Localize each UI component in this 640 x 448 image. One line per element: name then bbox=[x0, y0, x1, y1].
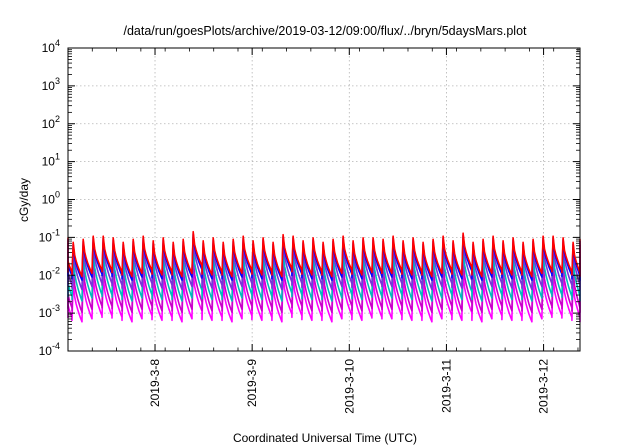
y-tick-label: 100 bbox=[42, 190, 60, 207]
x-axis-label: Coordinated Universal Time (UTC) bbox=[233, 431, 417, 445]
series-layer bbox=[67, 230, 581, 323]
x-tick-label: 2019-3-8 bbox=[148, 359, 162, 407]
y-tick-label: 10-2 bbox=[39, 265, 60, 282]
y-axis: 10-4 10-3 10-2 10-1 100 101 102 103 104 bbox=[39, 38, 580, 358]
x-tick-label: 2019-3-9 bbox=[245, 359, 259, 407]
grid bbox=[68, 48, 580, 351]
y-tick-label: 101 bbox=[42, 152, 60, 169]
y-tick-label: 10-4 bbox=[39, 341, 60, 358]
y-tick-label: 102 bbox=[42, 114, 60, 131]
x-axis: 2019-3-8 2019-3-9 2019-3-10 2019-3-11 2019-3… bbox=[67, 48, 579, 414]
y-tick-label: 10-1 bbox=[39, 227, 60, 244]
y-axis-label: cGy/day bbox=[17, 178, 31, 222]
y-tick-label: 103 bbox=[42, 76, 60, 93]
series-line-1 bbox=[67, 230, 581, 278]
x-tick-label: 2019-3-12 bbox=[537, 359, 551, 414]
chart-title: /data/run/goesPlots/archive/2019-03-12/0… bbox=[123, 24, 527, 38]
x-tick-label: 2019-3-10 bbox=[342, 359, 356, 414]
y-tick-label: 10-3 bbox=[39, 303, 60, 320]
x-tick-label: 2019-3-11 bbox=[439, 359, 453, 413]
y-tick-label: 104 bbox=[42, 38, 60, 55]
